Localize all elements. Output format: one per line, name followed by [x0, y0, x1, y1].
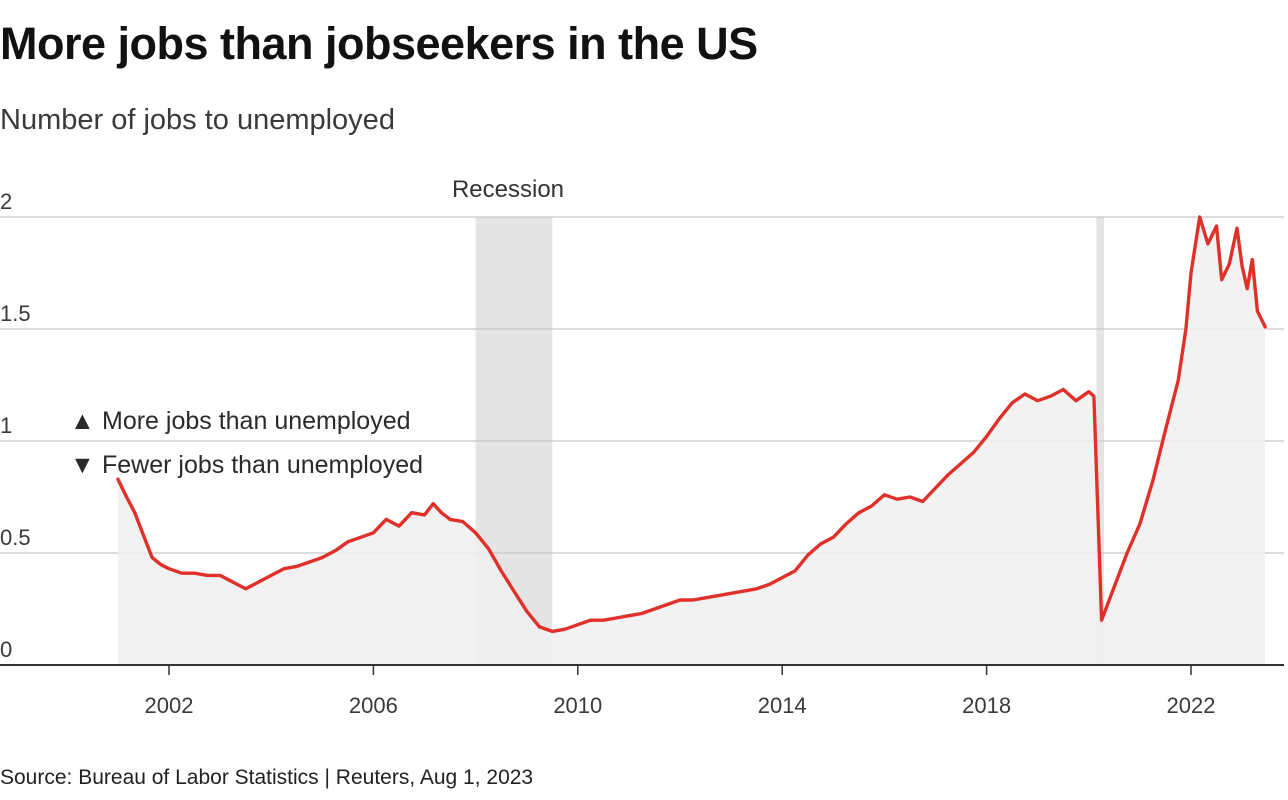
- x-axis: 2002 2006 2010 2014 2018 2022: [0, 664, 1284, 718]
- y-tick-label: 0: [0, 637, 12, 662]
- y-tick-label: 2: [0, 189, 12, 214]
- x-tick-label: 2006: [349, 693, 398, 718]
- y-tick-label: 1: [0, 413, 12, 438]
- series-line: [116, 215, 1267, 634]
- legend-label-fewer-jobs: Fewer jobs than unemployed: [102, 451, 423, 479]
- line-layer: [116, 215, 1267, 634]
- y-tick-label: 0.5: [0, 525, 31, 550]
- recession-label: Recession: [452, 176, 564, 203]
- y-axis-labels: 0 0.5 1 1.5 2: [0, 189, 31, 662]
- x-tick-label: 2010: [553, 693, 602, 718]
- chart-subtitle: Number of jobs to unemployed: [0, 104, 395, 136]
- chart-title: More jobs than jobseekers in the US: [0, 18, 758, 69]
- x-tick-label: 2018: [962, 693, 1011, 718]
- area-fill-layer: [117, 217, 1266, 665]
- legend-up-triangle-icon: ▲: [70, 407, 95, 435]
- x-tick-label: 2014: [758, 693, 807, 718]
- x-tick-label: 2022: [1167, 693, 1216, 718]
- chart-plot: 2002 2006 2010 2014 2018 2022 0 0.5 1 1.5 2 Reces…: [0, 176, 1284, 718]
- area-fill: [117, 217, 1266, 665]
- legend-label-more-jobs: More jobs than unemployed: [102, 407, 411, 435]
- legend-down-triangle-icon: ▼: [70, 451, 95, 479]
- x-tick-label: 2002: [145, 693, 194, 718]
- y-tick-label: 1.5: [0, 301, 31, 326]
- legend: ▲ More jobs than unemployed ▼ Fewer jobs…: [70, 407, 423, 479]
- source-note: Source: Bureau of Labor Statistics | Reu…: [0, 766, 534, 789]
